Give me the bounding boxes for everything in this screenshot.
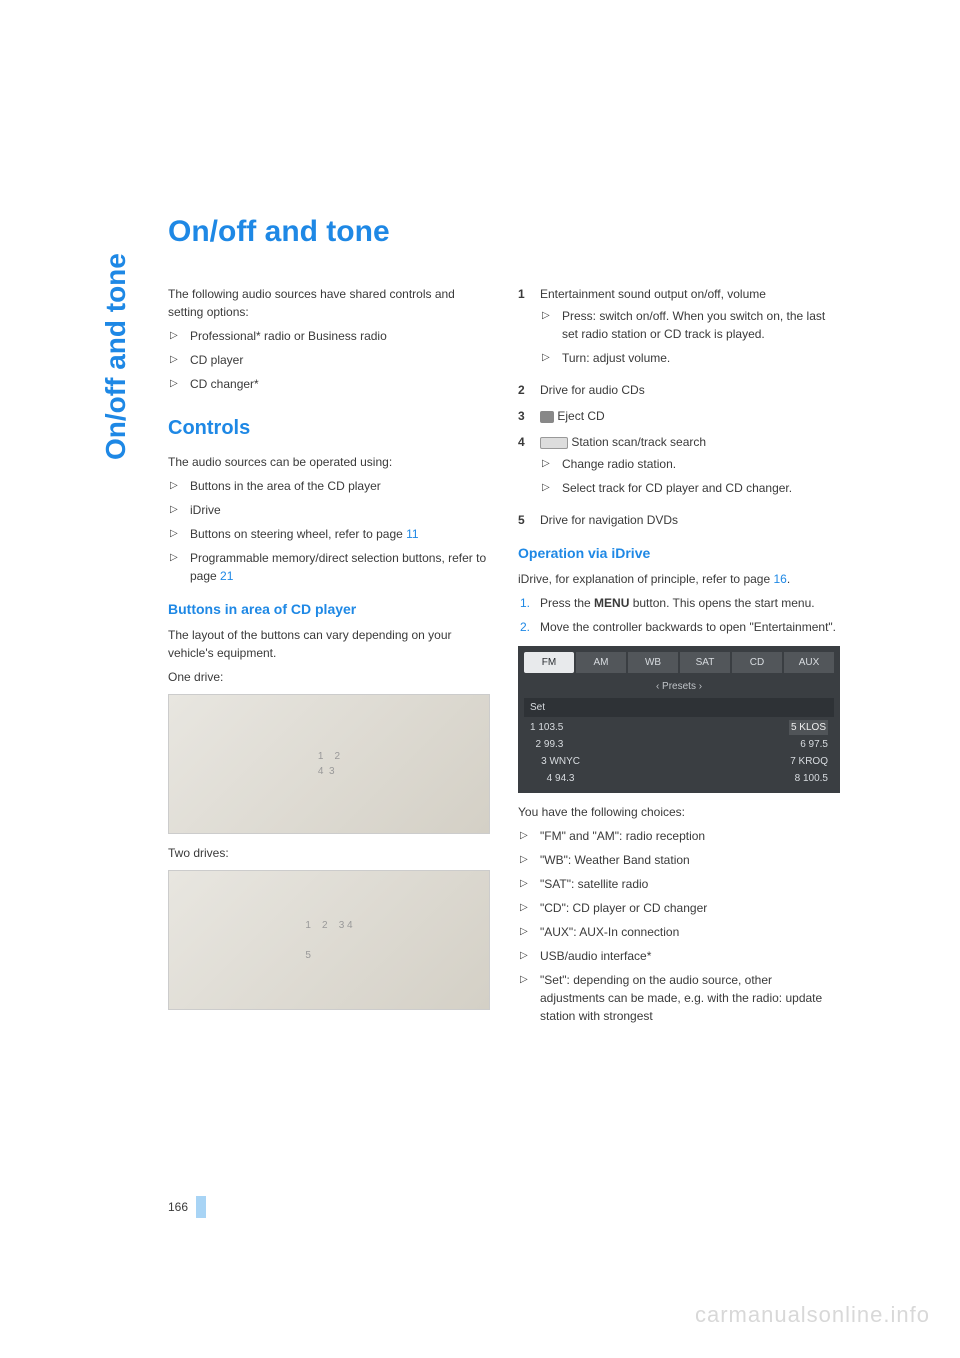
list-item: "WB": Weather Band station (518, 851, 840, 869)
sources-list: Professional* radio or Business radio CD… (168, 327, 490, 393)
list-item: Change radio station. (540, 455, 840, 473)
list-item: CD player (168, 351, 490, 369)
page-link[interactable]: 21 (220, 569, 233, 583)
idrive-intro: iDrive, for explanation of principle, re… (518, 570, 840, 588)
list-item: "Set": depending on the audio source, ot… (518, 971, 840, 1025)
list-item: "FM" and "AM": radio reception (518, 827, 840, 845)
choices-intro: You have the following choices: (518, 803, 840, 821)
page-content: On/off and tone The following audio sour… (168, 215, 840, 1035)
list-item: Buttons on steering wheel, refer to page… (168, 525, 490, 543)
page-link[interactable]: 11 (406, 527, 418, 541)
buttons-intro: The layout of the buttons can vary depen… (168, 626, 490, 662)
two-drives-label: Two drives: (168, 844, 490, 862)
list-item: iDrive (168, 501, 490, 519)
watermark: carmanualsonline.info (695, 1302, 930, 1328)
list-item: "SAT": satellite radio (518, 875, 840, 893)
idrive-tab-cd: CD (732, 652, 782, 673)
list-item: CD changer* (168, 375, 490, 393)
list-item: Turn: adjust volume. (540, 349, 840, 367)
controls-list: Buttons in the area of the CD player iDr… (168, 477, 490, 585)
callout-5: 5 Drive for navigation DVDs (518, 511, 840, 529)
buttons-heading: Buttons in area of CD player (168, 599, 490, 620)
left-column: The following audio sources have shared … (168, 285, 490, 1035)
one-drive-label: One drive: (168, 668, 490, 686)
callout-2: 2 Drive for audio CDs (518, 381, 840, 399)
idrive-screenshot: FM AM WB SAT CD AUX ‹ Presets › Set 1 10… (518, 646, 840, 793)
page-number-bar (196, 1196, 206, 1218)
idrive-heading: Operation via iDrive (518, 543, 840, 564)
callout-3: 3 Eject CD (518, 407, 840, 425)
page-number: 166 (168, 1196, 206, 1218)
page-link[interactable]: 16 (773, 572, 786, 586)
one-drive-image: 1 24 3 (168, 694, 490, 834)
intro-text: The following audio sources have shared … (168, 285, 490, 321)
step-item: 1. Press the MENU button. This opens the… (518, 594, 840, 612)
idrive-preset-list: 1 103.55 KLOS 2 99.36 97.5 3 WNYC7 KROQ … (524, 717, 834, 787)
list-item: Professional* radio or Business radio (168, 327, 490, 345)
callout-1: 1 Entertainment sound output on/off, vol… (518, 285, 840, 373)
list-item: Press: switch on/off. When you switch on… (540, 307, 840, 343)
right-column: 1 Entertainment sound output on/off, vol… (518, 285, 840, 1035)
eject-icon (540, 411, 554, 423)
callout-4: 4 Station scan/track search Change radio… (518, 433, 840, 503)
idrive-set-label: Set (524, 698, 834, 717)
list-item: Buttons in the area of the CD player (168, 477, 490, 495)
list-item: Select track for CD player and CD change… (540, 479, 840, 497)
list-item: USB/audio interface* (518, 947, 840, 965)
idrive-tab-fm: FM (524, 652, 574, 673)
controls-heading: Controls (168, 413, 490, 443)
idrive-steps: 1. Press the MENU button. This opens the… (518, 594, 840, 636)
page-title: On/off and tone (168, 215, 840, 249)
idrive-tab-sat: SAT (680, 652, 730, 673)
choices-list: "FM" and "AM": radio reception "WB": Wea… (518, 827, 840, 1025)
idrive-subtitle: ‹ Presets › (524, 677, 834, 698)
two-drives-image: 1 2 3 45 (168, 870, 490, 1010)
sidebar-section-label: On/off and tone (100, 253, 132, 460)
list-item: "CD": CD player or CD changer (518, 899, 840, 917)
idrive-tab-wb: WB (628, 652, 678, 673)
idrive-tab-am: AM (576, 652, 626, 673)
idrive-tab-aux: AUX (784, 652, 834, 673)
scan-icon (540, 437, 568, 449)
controls-intro: The audio sources can be operated using: (168, 453, 490, 471)
list-item: Programmable memory/direct selection but… (168, 549, 490, 585)
step-item: 2. Move the controller backwards to open… (518, 618, 840, 636)
list-item: "AUX": AUX-In connection (518, 923, 840, 941)
